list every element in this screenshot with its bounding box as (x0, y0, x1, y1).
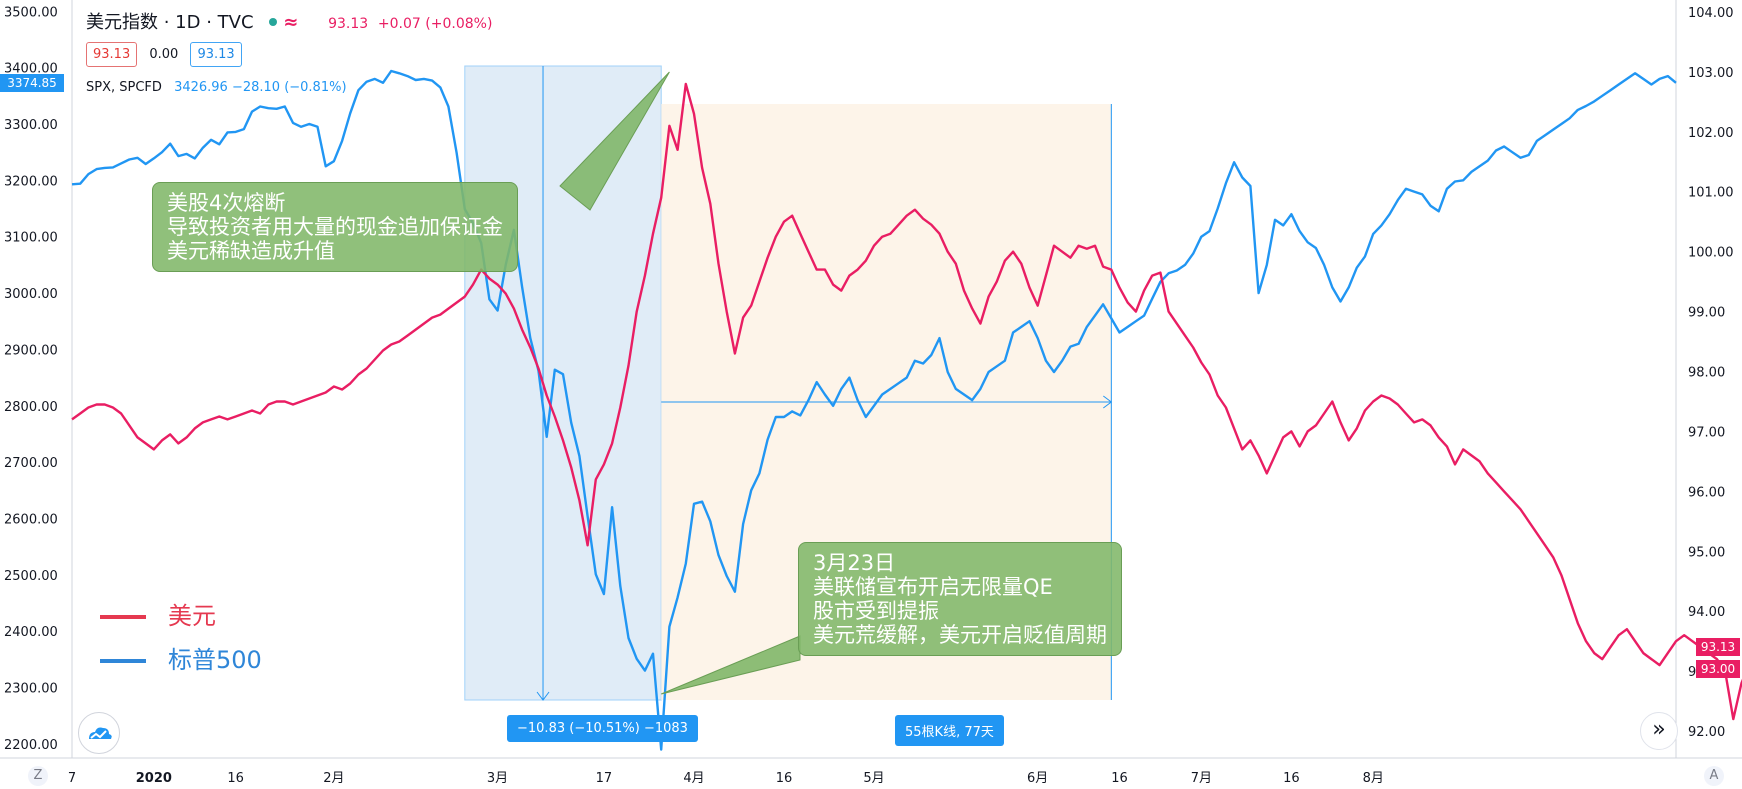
ohlc-value-3: 93.13 (190, 42, 242, 67)
cloud-logo-icon (89, 727, 112, 739)
time-axis-tick-label: 6月 (1027, 771, 1048, 786)
left-axis-tick-label: 2600.00 (4, 512, 58, 527)
time-axis-tick-label: 8月 (1363, 771, 1384, 786)
right-axis-tick-label: 104.00 (1688, 6, 1734, 21)
right-axis-tick-label: 92.00 (1688, 725, 1725, 740)
range-badge-1: −10.83 (−10.51%) −1083 (507, 715, 698, 742)
right-price-tag-b: 93.00 (1696, 660, 1740, 678)
range-2-arrowhead (1103, 395, 1113, 409)
left-price-tag: 3374.85 (0, 74, 64, 92)
annotation-qe[interactable]: 3月23日 美联储宣布开启无限量QE 股市受到提振 美元荒缓解，美元开启贬值周期 (798, 542, 1122, 656)
range-1-arrowhead (536, 691, 550, 701)
left-axis-tick-label: 3400.00 (4, 62, 58, 77)
left-axis-tick-label: 2500.00 (4, 569, 58, 584)
right-axis-tick-label: 97.00 (1688, 425, 1725, 440)
time-axis-tick-label: 7 (68, 771, 76, 786)
callout-pointer-1 (559, 71, 670, 211)
right-axis-tick-label: 99.00 (1688, 306, 1725, 321)
tilde-icon: ≈ (283, 12, 299, 33)
zoom-corner-left[interactable]: Z (28, 766, 48, 786)
right-axis-tick-label: 98.00 (1688, 366, 1725, 381)
price-change: +0.07 (+0.08%) (377, 16, 493, 32)
right-axis-tick-label: 94.00 (1688, 605, 1725, 620)
tradingview-logo-button[interactable] (78, 712, 120, 754)
left-axis-tick-label: 3100.00 (4, 231, 58, 246)
annotation-line: 股市受到提振 (813, 599, 939, 623)
left-axis-tick-label: 2200.00 (4, 738, 58, 753)
auto-scale-corner[interactable]: A (1704, 766, 1724, 786)
time-axis-tick-label: 5月 (863, 771, 884, 786)
annotation-line: 美元荒缓解，美元开启贬值周期 (813, 623, 1107, 647)
symbol-header: 美元指数 · 1D · TVC ≈ 93.13 +0.07 (+0.08%) (86, 8, 492, 34)
right-price-tag-a: 93.13 (1696, 638, 1740, 656)
range-box-1 (464, 65, 662, 701)
left-axis-tick-label: 2800.00 (4, 400, 58, 415)
ohlc-row: 93.13 0.00 93.13 (86, 42, 250, 67)
time-axis-tick-label: 16 (776, 771, 793, 786)
legend-label-spx: 标普500 (168, 646, 262, 674)
range-badge-2: 55根K线, 77天 (895, 715, 1004, 746)
annotation-line: 美联储宣布开启无限量QE (813, 575, 1053, 599)
left-axis-tick-label: 2400.00 (4, 625, 58, 640)
right-axis-tick-label: 100.00 (1688, 246, 1734, 261)
left-axis-tick-label: 2700.00 (4, 456, 58, 471)
time-axis-tick-label: 17 (596, 771, 613, 786)
time-axis-tick-label: 3月 (487, 771, 508, 786)
spx-value: 3426.96 −28.10 (−0.81%) (174, 80, 347, 95)
time-axis-tick-label: 7月 (1191, 771, 1212, 786)
right-axis-tick-label: 103.00 (1688, 66, 1734, 81)
left-axis-tick-label: 2900.00 (4, 343, 58, 358)
time-axis-tick-label: 16 (1111, 771, 1128, 786)
market-status-icon (269, 18, 278, 26)
spx-line (71, 69, 1677, 751)
time-axis-tick-label: 16 (1283, 771, 1300, 786)
series-lines (71, 69, 1742, 751)
ohlc-value-2: 0.00 (149, 47, 179, 62)
right-axis-tick-label: 95.00 (1688, 545, 1725, 560)
left-axis-tick-label: 3200.00 (4, 174, 58, 189)
usd-line (71, 82, 1742, 721)
spx-overlay-legend[interactable]: SPX, SPCFD 3426.96 −28.10 (−0.81%) (86, 80, 347, 95)
time-axis-tick-label: 4月 (683, 771, 704, 786)
annotation-line: 导致投资者用大量的现金追加保证金 (167, 215, 503, 239)
last-price: 93.13 (328, 16, 369, 32)
annotation-line: 美股4次熔断 (167, 191, 286, 215)
time-axis-tick-label: 2月 (323, 771, 344, 786)
annotation-circuit-breaker[interactable]: 美股4次熔断 导致投资者用大量的现金追加保证金 美元稀缺造成升值 (152, 182, 518, 272)
right-axis-tick-label: 96.00 (1688, 485, 1725, 500)
legend-swatch-usd (100, 615, 146, 619)
legend-label-usd: 美元 (168, 602, 216, 630)
annotation-line: 3月23日 (813, 551, 896, 575)
time-axis-tick-label: 2020 (136, 771, 172, 786)
left-axis-tick-label: 3500.00 (4, 5, 58, 20)
right-axis-tick-label: 101.00 (1688, 186, 1734, 201)
time-axis-tick-label: 16 (227, 771, 244, 786)
legend-item-spx: 标普500 (100, 640, 262, 675)
spx-label: SPX, SPCFD (86, 80, 162, 95)
left-axis-tick-label: 3300.00 (4, 118, 58, 133)
scroll-to-realtime-button[interactable]: » (1640, 712, 1678, 750)
right-axis-tick-label: 102.00 (1688, 126, 1734, 141)
symbol-title[interactable]: 美元指数 · 1D · TVC (86, 12, 254, 33)
legend-swatch-spx (100, 659, 146, 663)
left-axis-tick-label: 2300.00 (4, 682, 58, 697)
ohlc-value-1: 93.13 (86, 42, 138, 67)
annotation-line: 美元稀缺造成升值 (167, 239, 335, 263)
left-axis-tick-label: 3000.00 (4, 287, 58, 302)
legend-item-usd: 美元 (100, 596, 216, 631)
